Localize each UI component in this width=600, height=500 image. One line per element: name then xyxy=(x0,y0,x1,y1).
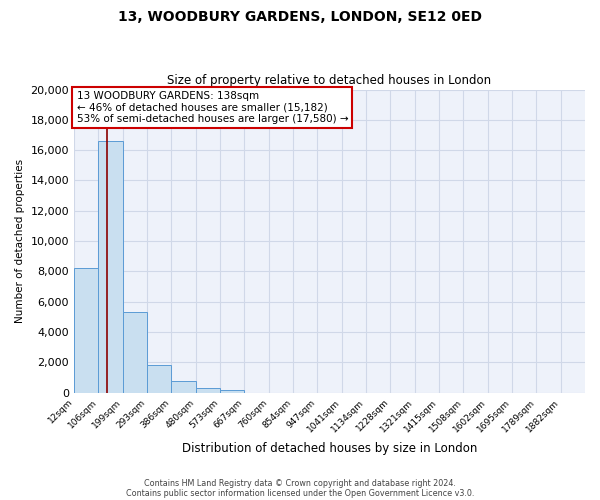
Text: 13 WOODBURY GARDENS: 138sqm
← 46% of detached houses are smaller (15,182)
53% of: 13 WOODBURY GARDENS: 138sqm ← 46% of det… xyxy=(77,91,348,124)
Bar xyxy=(123,312,147,392)
Bar xyxy=(74,268,98,392)
Bar xyxy=(220,390,244,392)
Text: 13, WOODBURY GARDENS, LONDON, SE12 0ED: 13, WOODBURY GARDENS, LONDON, SE12 0ED xyxy=(118,10,482,24)
Bar xyxy=(172,382,196,392)
Title: Size of property relative to detached houses in London: Size of property relative to detached ho… xyxy=(167,74,491,87)
Text: Contains HM Land Registry data © Crown copyright and database right 2024.: Contains HM Land Registry data © Crown c… xyxy=(144,478,456,488)
Y-axis label: Number of detached properties: Number of detached properties xyxy=(15,159,25,323)
Bar xyxy=(147,366,172,392)
X-axis label: Distribution of detached houses by size in London: Distribution of detached houses by size … xyxy=(182,442,477,455)
Text: Contains public sector information licensed under the Open Government Licence v3: Contains public sector information licen… xyxy=(126,488,474,498)
Bar xyxy=(196,388,220,392)
Bar xyxy=(98,141,123,393)
